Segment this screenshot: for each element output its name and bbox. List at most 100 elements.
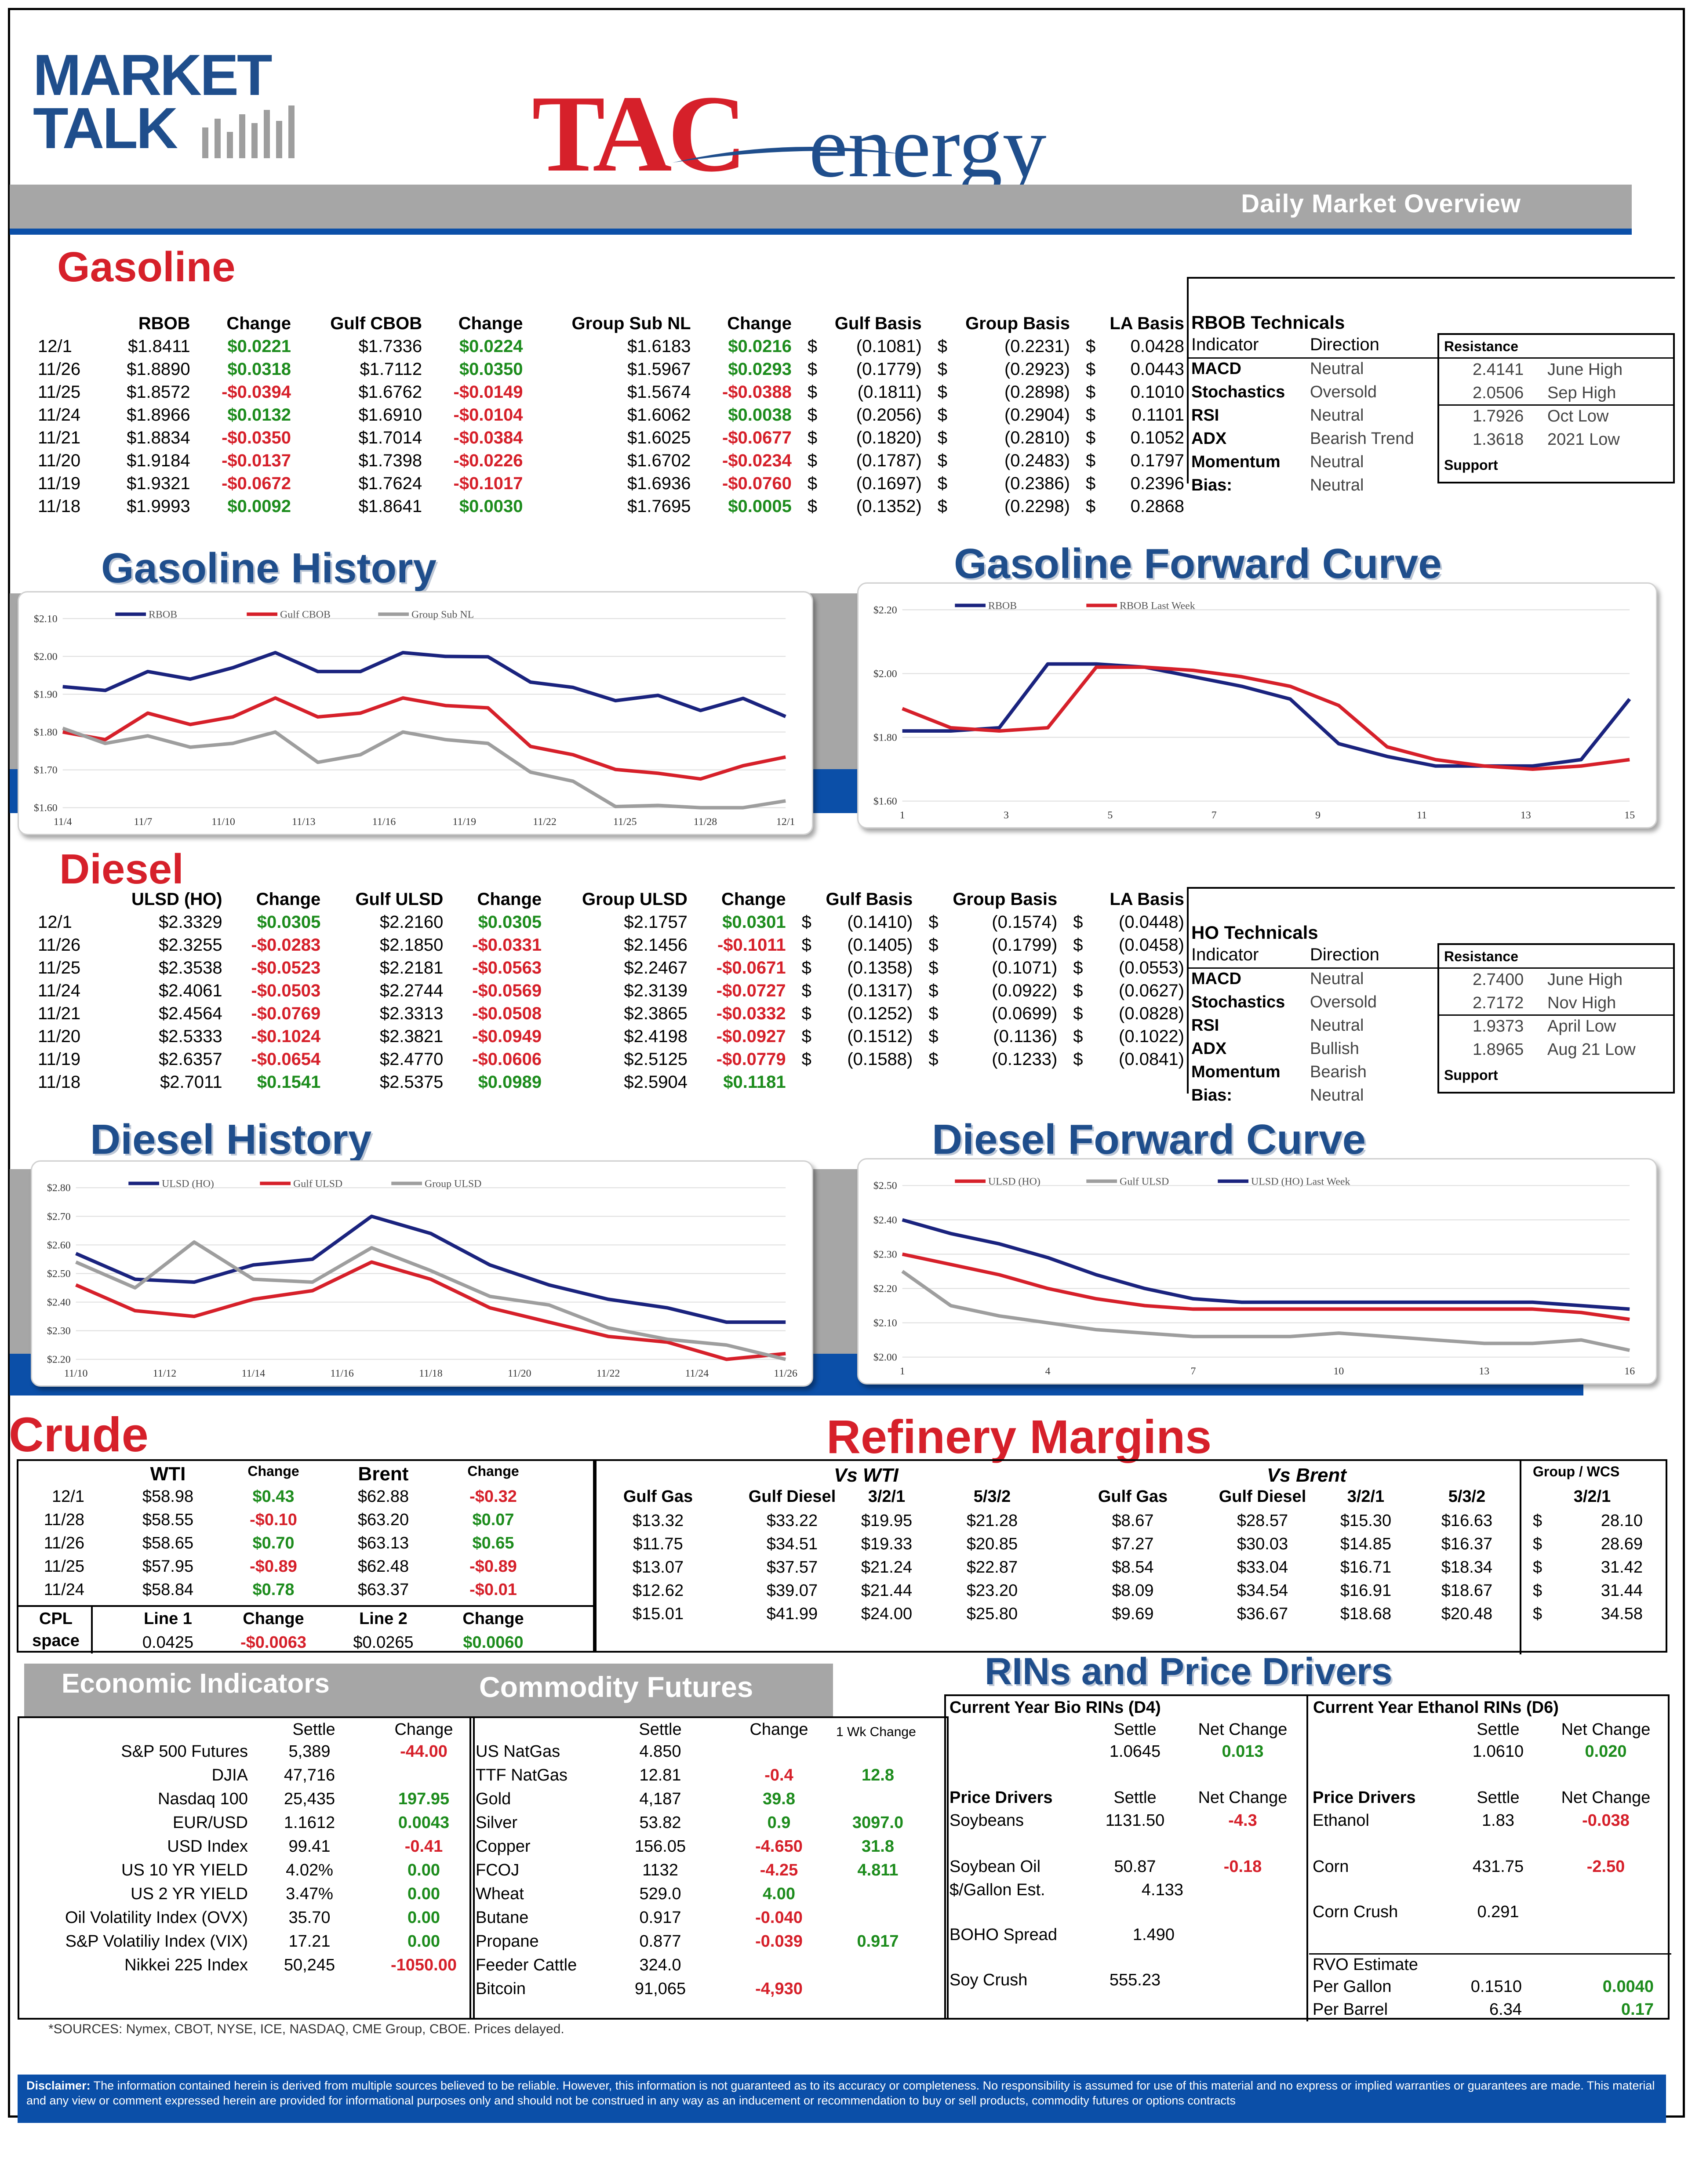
bio-settle: 1.0645 <box>1109 1742 1161 1761</box>
cell: -$0.0283 <box>251 935 321 955</box>
econ-title: Economic Indicators <box>62 1668 330 1699</box>
header-rule <box>10 229 1632 235</box>
row-date: 11/26 <box>38 359 81 379</box>
cell: $ <box>1073 958 1083 978</box>
comm-change: 39.8 <box>763 1790 795 1808</box>
tech-direction: Bearish <box>1310 1063 1367 1081</box>
x-tick-label: 1 <box>900 1366 905 1377</box>
cell: -$0.0226 <box>453 451 523 470</box>
ref-cell: $9.69 <box>1112 1605 1154 1623</box>
cell: $ <box>1085 451 1096 470</box>
ref-cell: $18.67 <box>1441 1581 1493 1600</box>
swoosh-icon <box>673 147 901 163</box>
tech-level-desc: Oct Low <box>1547 407 1609 425</box>
ref-header: 3/2/1 <box>1573 1487 1611 1506</box>
cell: -$0.0104 <box>453 405 523 425</box>
comm-label: Feeder Cattle <box>476 1956 577 1974</box>
cell: $2.1850 <box>379 935 444 955</box>
gallon-val: 4.133 <box>1141 1881 1183 1899</box>
y-tick-label: $2.30 <box>47 1326 71 1337</box>
y-tick-label: $1.90 <box>34 689 58 700</box>
cell: $1.6062 <box>627 405 691 425</box>
cell: $1.7624 <box>358 473 422 493</box>
crude-cell: $62.48 <box>357 1557 409 1576</box>
h-settle: Settle <box>1113 1788 1157 1807</box>
legend-label: RBOB Last Week <box>1120 600 1195 611</box>
tech-indicator: Bias: <box>1191 1086 1232 1105</box>
x-tick-label: 1 <box>900 810 905 821</box>
comm-wk: 12.8 <box>862 1766 894 1784</box>
column-header: ULSD (HO) <box>131 889 222 909</box>
cell: (0.2898) <box>1004 382 1070 402</box>
column-header: Gulf ULSD <box>355 889 444 909</box>
ref-cell: $41.99 <box>766 1605 818 1623</box>
y-tick-label: $2.00 <box>873 668 897 680</box>
y-tick-label: $2.00 <box>34 651 58 662</box>
ref-cell: $16.91 <box>1340 1581 1392 1600</box>
tech-direction: Neutral <box>1310 453 1364 471</box>
bio-net: 0.013 <box>1222 1742 1264 1761</box>
tech-direction: Neutral <box>1310 406 1364 425</box>
cell: $1.8966 <box>127 405 190 425</box>
tech-level-desc: June High <box>1547 970 1623 989</box>
rins-table: Current Year Bio RINs (D4) Current Year E… <box>944 1694 1671 2021</box>
cell: 0.1797 <box>1130 451 1184 470</box>
ref-header: Gulf Diesel <box>1219 1487 1306 1506</box>
tech-title: RBOB Technicals <box>1191 312 1345 333</box>
per-barrel-label: Per Barrel <box>1313 2000 1388 2019</box>
y-tick-label: $1.80 <box>873 732 897 744</box>
disclaimer-text: The information contained herein is deri… <box>26 2079 1655 2107</box>
cell: -$0.0569 <box>472 981 542 1000</box>
comm-wk: 31.8 <box>862 1837 894 1856</box>
cell: $0.0038 <box>728 405 792 425</box>
tech-h-indicator: Indicator <box>1191 945 1259 964</box>
comm-change: -4.650 <box>755 1837 803 1856</box>
diesel-history-title: Diesel History <box>90 1116 372 1163</box>
ref-cell: $11.75 <box>633 1535 683 1553</box>
row-date: 12/1 <box>38 912 72 932</box>
tech-level: 1.8965 <box>1473 1040 1524 1059</box>
rule <box>1187 887 1675 889</box>
crude-header: WTI <box>150 1463 186 1485</box>
boho-val: 1.490 <box>1132 1926 1175 1944</box>
soy-crush-label: Soy Crush <box>950 1971 1028 1989</box>
series-line-2 <box>75 1240 786 1361</box>
ref-cell: $21.24 <box>861 1558 913 1577</box>
cell: $1.5967 <box>627 359 691 379</box>
econ-change: 0.00 <box>407 1861 440 1879</box>
crude-cell: $0.65 <box>472 1534 514 1552</box>
cell <box>915 1071 953 1094</box>
cell: $1.6025 <box>627 428 691 447</box>
cell: $ <box>801 1049 811 1069</box>
driver-net: -4.3 <box>1228 1811 1257 1830</box>
driver-label: Soybean Oil <box>950 1857 1041 1876</box>
ref-cell: $36.67 <box>1237 1605 1288 1623</box>
table-row: 11/26 $1.8890 $0.0318 $1.7112 $0.0350 $1.5967… <box>35 358 1187 381</box>
cell: $1.8890 <box>127 359 190 379</box>
cell: $2.6357 <box>158 1049 222 1069</box>
crude-cell: $63.13 <box>357 1534 409 1552</box>
tech-level: 2.7400 <box>1473 970 1524 989</box>
y-tick-label: $2.20 <box>873 1283 897 1295</box>
x-tick-label: 7 <box>1211 810 1217 821</box>
cell: -$0.0727 <box>716 981 786 1000</box>
crude-cell: -$0.10 <box>250 1511 297 1529</box>
rule <box>1437 333 1439 483</box>
tech-level-desc: June High <box>1547 360 1623 379</box>
column-header: LA Basis <box>1110 313 1184 333</box>
x-tick-label: 7 <box>1191 1366 1196 1377</box>
diesel-history-chart: $2.20 $2.30 $2.40 $2.50 $2.60 $2.70 $2.80 11/10… <box>31 1160 813 1387</box>
cell: $ <box>801 1003 811 1023</box>
tech-direction: Neutral <box>1310 1086 1364 1105</box>
cell: -$0.0563 <box>472 958 542 978</box>
x-tick-label: 12/1 <box>776 816 795 828</box>
cell: $ <box>937 473 948 493</box>
ref-cell: $15.01 <box>632 1605 684 1623</box>
x-tick-label: 11/22 <box>533 816 557 828</box>
tech-h-direction: Direction <box>1310 335 1379 354</box>
tech-direction: Oversold <box>1310 383 1377 401</box>
diesel-forward-chart: $2.00 $2.10 $2.20 $2.30 $2.40 $2.50 1 4 7 10 13 16 U… <box>857 1158 1657 1385</box>
cell: -$0.1024 <box>251 1026 321 1046</box>
x-tick-label: 4 <box>1045 1366 1051 1377</box>
